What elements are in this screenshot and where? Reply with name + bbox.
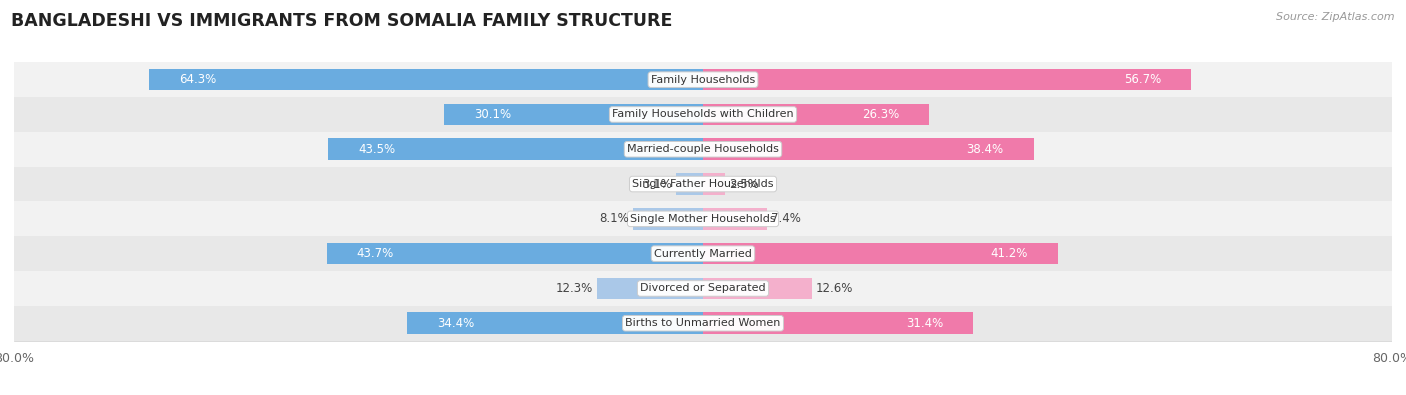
Bar xyxy=(14,306,1392,340)
Text: Family Households: Family Households xyxy=(651,75,755,85)
Bar xyxy=(676,173,703,195)
Bar xyxy=(703,139,1033,160)
Bar xyxy=(326,243,703,264)
Bar xyxy=(14,97,1392,132)
Text: Single Father Households: Single Father Households xyxy=(633,179,773,189)
Bar xyxy=(598,278,703,299)
Bar xyxy=(703,103,929,125)
Bar xyxy=(703,208,766,229)
Bar xyxy=(703,173,724,195)
Text: Single Mother Households: Single Mother Households xyxy=(630,214,776,224)
Text: 38.4%: 38.4% xyxy=(966,143,1004,156)
Text: 41.2%: 41.2% xyxy=(990,247,1028,260)
Text: Currently Married: Currently Married xyxy=(654,248,752,259)
Bar xyxy=(14,236,1392,271)
Text: 3.1%: 3.1% xyxy=(643,177,672,190)
Bar xyxy=(633,208,703,229)
Bar xyxy=(703,69,1191,90)
Bar xyxy=(329,139,703,160)
Text: 43.5%: 43.5% xyxy=(359,143,395,156)
Text: BANGLADESHI VS IMMIGRANTS FROM SOMALIA FAMILY STRUCTURE: BANGLADESHI VS IMMIGRANTS FROM SOMALIA F… xyxy=(11,12,672,30)
Text: 8.1%: 8.1% xyxy=(599,213,628,226)
Text: Source: ZipAtlas.com: Source: ZipAtlas.com xyxy=(1277,12,1395,22)
Text: Divorced or Separated: Divorced or Separated xyxy=(640,284,766,293)
Bar xyxy=(703,312,973,334)
Text: 43.7%: 43.7% xyxy=(357,247,394,260)
Text: 12.3%: 12.3% xyxy=(555,282,593,295)
Bar xyxy=(703,278,811,299)
Text: 12.6%: 12.6% xyxy=(815,282,853,295)
Bar xyxy=(14,271,1392,306)
Text: Family Households with Children: Family Households with Children xyxy=(612,109,794,119)
Bar xyxy=(406,312,703,334)
Text: 56.7%: 56.7% xyxy=(1123,73,1161,86)
Text: 26.3%: 26.3% xyxy=(862,108,900,121)
Text: 64.3%: 64.3% xyxy=(180,73,217,86)
Text: Births to Unmarried Women: Births to Unmarried Women xyxy=(626,318,780,328)
Bar xyxy=(14,167,1392,201)
Text: 7.4%: 7.4% xyxy=(770,213,801,226)
Bar xyxy=(149,69,703,90)
Bar xyxy=(14,201,1392,236)
Text: 31.4%: 31.4% xyxy=(905,317,943,330)
Text: 30.1%: 30.1% xyxy=(474,108,510,121)
Bar xyxy=(703,243,1057,264)
Bar xyxy=(14,132,1392,167)
Bar xyxy=(14,62,1392,97)
Text: 34.4%: 34.4% xyxy=(437,317,474,330)
Text: Married-couple Households: Married-couple Households xyxy=(627,144,779,154)
Bar xyxy=(444,103,703,125)
Text: 2.5%: 2.5% xyxy=(728,177,759,190)
